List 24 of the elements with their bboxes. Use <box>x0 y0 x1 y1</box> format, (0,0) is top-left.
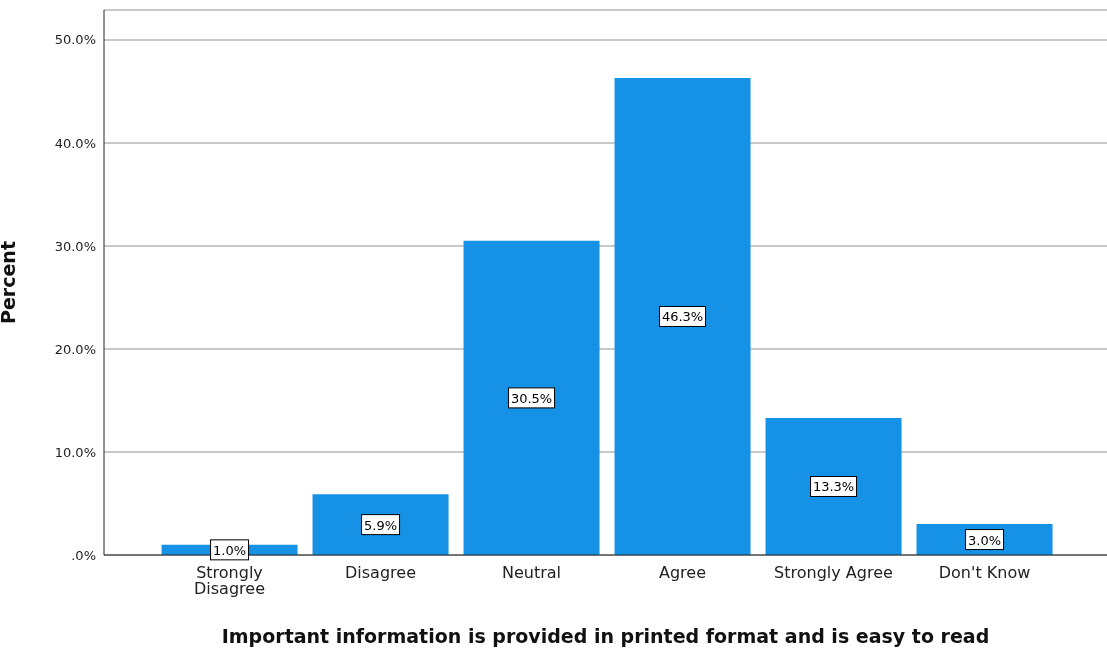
x-axis-title: Important information is provided in printed format and is easy to read <box>221 625 990 647</box>
x-tick-label: Strongly Agree <box>774 563 893 583</box>
y-axis-title: Percent <box>0 241 19 324</box>
x-tick-label: Don't Know <box>938 563 1031 583</box>
bar <box>463 240 600 555</box>
x-tick-label: Strongly Disagree <box>194 563 265 599</box>
x-tick-label: Disagree <box>345 563 416 583</box>
y-tick-label: 30.0% <box>54 238 96 254</box>
data-label: 46.3% <box>661 309 704 325</box>
y-tick-label: 20.0% <box>54 341 96 357</box>
bar <box>312 494 449 555</box>
data-label: 5.9% <box>364 517 398 533</box>
bar <box>765 417 902 555</box>
data-label: 30.5% <box>510 390 553 406</box>
x-tick-label: Agree <box>658 563 707 583</box>
y-tick-label: 10.0% <box>54 444 96 460</box>
x-tick-label: Neutral <box>501 563 562 583</box>
data-label: 1.0% <box>213 542 247 558</box>
data-label: 3.0% <box>968 532 1002 548</box>
data-label: 13.3% <box>812 479 855 495</box>
y-tick-label: 40.0% <box>54 135 96 151</box>
bar <box>614 78 751 555</box>
y-tick-label: 50.0% <box>54 32 96 48</box>
y-tick-label: .0% <box>71 547 96 563</box>
